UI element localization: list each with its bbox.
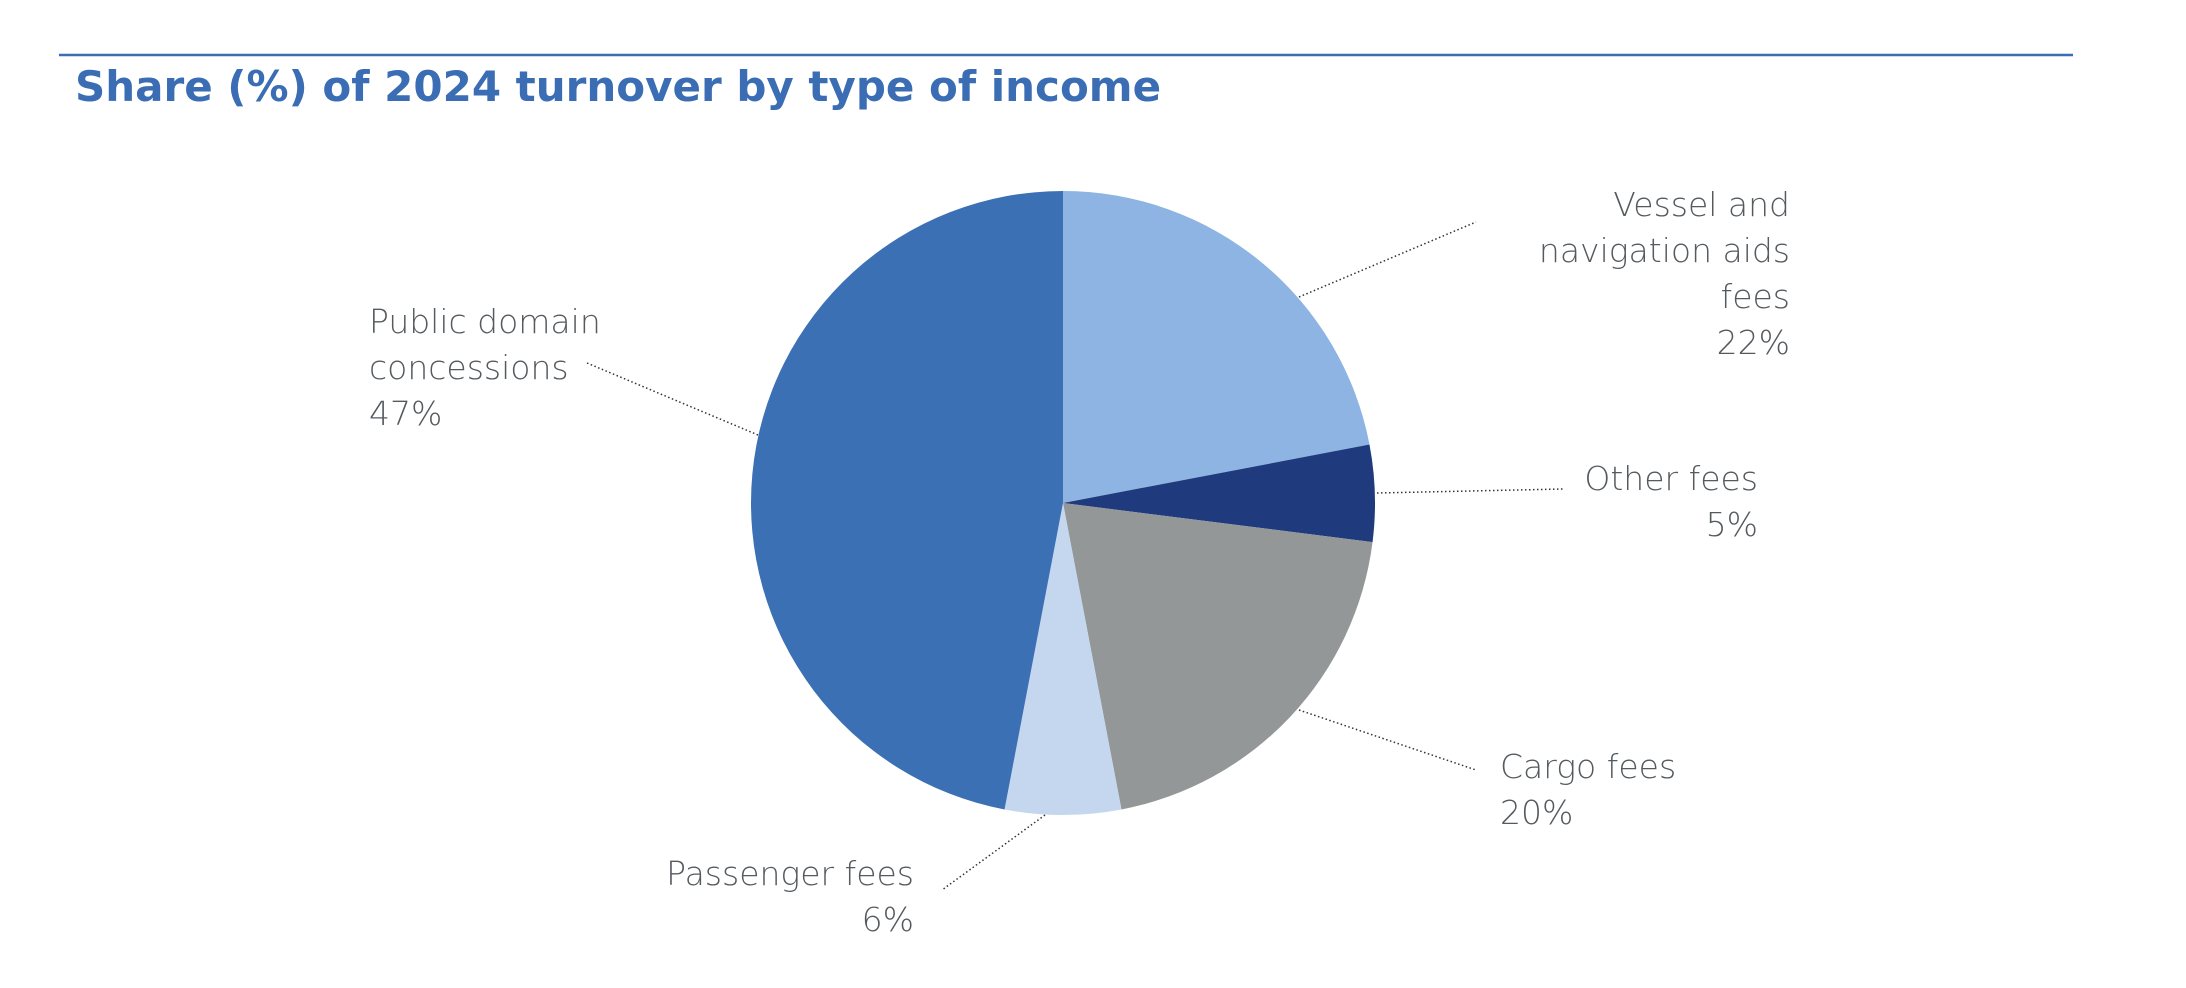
pie-slice [1004, 503, 1122, 816]
chart-title: Share (%) of 2024 turnover by type of in… [75, 62, 1162, 111]
slice-label: Public domain concessions 47% [369, 299, 609, 437]
category-label: Other fees [1584, 459, 1758, 498]
slice-label: Passenger fees 6% [614, 851, 914, 943]
pie-slice [1063, 191, 1370, 503]
category-label: Vessel and navigation aids fees [1538, 185, 1790, 316]
category-label: Passenger fees [666, 854, 914, 893]
slice-label: Cargo fees 20% [1500, 744, 1800, 836]
leader-line [586, 362, 759, 436]
leader-line [941, 814, 1046, 891]
leader-line [1298, 709, 1477, 771]
pie-slice [1063, 503, 1373, 810]
leader-line [1298, 221, 1477, 298]
category-label: Public domain concessions [369, 302, 601, 387]
pie-slice [1063, 444, 1376, 543]
pie-slice [750, 191, 1063, 810]
leader-line [1376, 488, 1564, 494]
slice-label: Other fees 5% [1500, 456, 1758, 548]
slice-label: Vessel and navigation aids fees 22% [1460, 182, 1790, 366]
value-label: 20% [1500, 793, 1574, 832]
value-label: 47% [369, 394, 443, 433]
value-label: 6% [861, 900, 914, 939]
category-label: Cargo fees [1500, 747, 1677, 786]
value-label: 22% [1716, 323, 1790, 362]
value-label: 5% [1705, 505, 1758, 544]
